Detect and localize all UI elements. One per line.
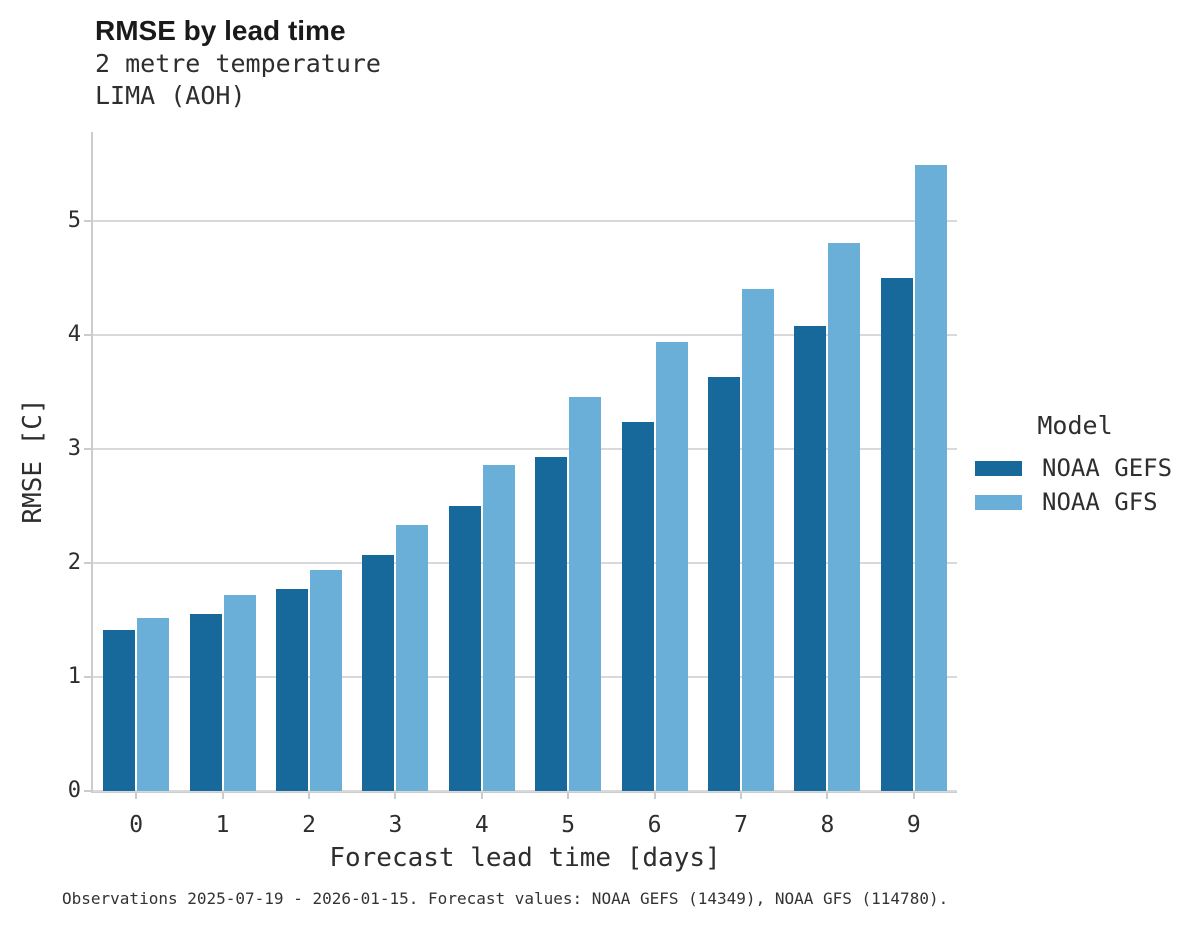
bar-noaa-gefs-lead-5 [535,456,568,791]
chart-subtitle-line1: 2 metre temperature [95,49,381,78]
legend-swatch [975,460,1022,476]
y-tick-label-2: 2 [67,549,81,575]
y-tick-0 [84,790,91,792]
legend-items: NOAA GEFS NOAA GFS [975,453,1175,517]
x-axis-title: Forecast lead time [days] [329,843,721,873]
bar-noaa-gfs-lead-5 [569,396,602,791]
plot-panel: 0 1 2 3 4 5 0 1 2 3 4 5 6 7 8 9 [68,132,957,838]
x-tick-8 [826,793,829,799]
y-tick-2 [84,561,91,564]
legend-label: NOAA GFS [1042,488,1158,516]
gridline-y-5 [93,219,957,222]
y-tick-1 [84,675,91,678]
bar-noaa-gfs-lead-3 [396,525,429,791]
chart-title: RMSE by lead time [95,15,346,46]
bar-noaa-gfs-lead-1 [223,594,256,791]
x-tick-label-5: 5 [561,812,576,838]
caption: Observations 2025-07-19 - 2026-01-15. Fo… [62,889,949,908]
x-tick-label-0: 0 [129,812,144,838]
legend-item-noaa-gefs: NOAA GEFS [975,453,1175,483]
x-tick-9 [912,793,915,799]
bar-noaa-gefs-lead-9 [880,277,913,791]
x-tick-label-3: 3 [388,812,403,838]
x-tick-label-8: 8 [820,812,835,838]
y-axis-line [91,132,93,793]
legend-item-noaa-gfs: NOAA GFS [975,487,1175,517]
gridline-y-4 [93,333,957,336]
y-tick-label-1: 1 [67,663,81,689]
x-tick-5 [567,793,570,799]
x-tick-label-9: 9 [906,812,921,838]
bar-noaa-gefs-lead-6 [621,421,654,791]
gridline-y-3 [93,447,957,450]
x-tick-2 [308,793,310,799]
x-tick-label-7: 7 [734,812,748,838]
bar-noaa-gefs-lead-1 [189,614,222,791]
x-tick-label-1: 1 [215,812,230,838]
bar-noaa-gfs-lead-2 [310,569,342,791]
bar-noaa-gefs-lead-8 [794,325,827,791]
y-tick-5 [84,219,91,222]
y-tick-label-4: 4 [67,321,81,347]
legend-title: Model [1037,411,1113,440]
x-tick-0 [135,793,138,799]
bar-noaa-gefs-lead-4 [448,505,481,791]
y-tick-4 [84,333,91,336]
chart-header: RMSE by lead time 2 metre temperature LI… [95,14,381,112]
bar-noaa-gfs-lead-0 [137,617,170,791]
gridline-y-0 [93,790,957,792]
x-axis-line [91,791,957,793]
bar-noaa-gefs-lead-3 [362,555,395,791]
legend: Model NOAA GEFS NOAA GFS [975,412,1175,521]
gridline-y-2 [93,561,957,564]
x-tick-7 [740,793,742,799]
bar-noaa-gfs-lead-4 [482,464,515,791]
y-tick-label-0: 0 [67,778,81,803]
x-tick-label-4: 4 [474,812,489,838]
bar-noaa-gfs-lead-7 [742,289,774,791]
legend-label: NOAA GEFS [1042,454,1173,482]
bar-noaa-gefs-lead-2 [276,589,308,791]
chart-subtitle-line2: LIMA (AOH) [95,81,246,110]
y-tick-label-5: 5 [67,207,81,233]
x-tick-label-6: 6 [647,812,662,838]
x-tick-3 [394,793,397,799]
y-tick-label-3: 3 [67,435,81,461]
bar-noaa-gefs-lead-0 [103,630,136,791]
x-tick-4 [480,793,483,799]
y-tick-3 [84,447,91,450]
legend-swatch [975,494,1022,510]
gridline-y-1 [93,675,957,678]
bar-noaa-gfs-lead-6 [655,341,688,791]
x-tick-6 [653,793,656,799]
x-tick-label-2: 2 [302,812,316,838]
x-tick-1 [221,793,224,799]
bar-noaa-gefs-lead-7 [708,377,740,791]
bar-noaa-gfs-lead-9 [914,165,947,791]
bar-noaa-gfs-lead-8 [828,242,861,791]
